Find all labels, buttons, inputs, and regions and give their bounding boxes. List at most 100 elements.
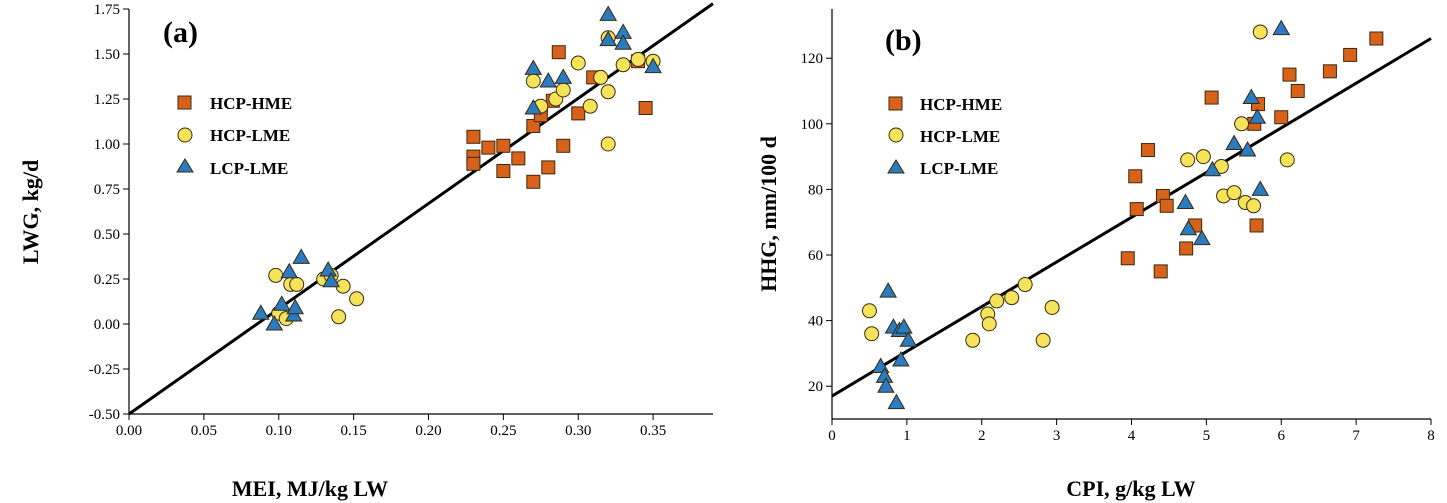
- panel-a-x-tick-label: 0.20: [415, 423, 441, 439]
- panel-a-x-tick-label: 0.15: [340, 423, 366, 439]
- panel-b-point-hcp-lme: [1180, 152, 1196, 168]
- panel-b-point-hcp-hme: [1140, 143, 1155, 158]
- panel-b-point-hcp-lme: [965, 332, 981, 348]
- panel-b-point-lcp-lme: [1225, 134, 1243, 150]
- panel-b-x-tick-label: 0: [828, 428, 836, 444]
- panel-b-point-lcp-lme: [1238, 141, 1257, 157]
- panel-b-point-lcp-lme: [1248, 108, 1267, 124]
- panel-a-point-hcp-lme: [268, 267, 284, 283]
- panel-b-point-hcp-lme: [861, 303, 877, 319]
- panel-a-point-hcp-hme: [481, 140, 496, 155]
- panel-a-point-lcp-lme: [322, 271, 341, 288]
- panel-a-point-lcp-lme: [272, 295, 291, 311]
- panel-a-point-lcp-lme: [280, 262, 299, 279]
- panel-a-point-lcp-lme: [319, 260, 338, 277]
- panel-b-legend-label-lcp-lme: LCP-LME: [920, 159, 998, 178]
- panel-b-y-tick-label: 120: [801, 51, 824, 67]
- panel-a-y-tick-label: 1.00: [94, 137, 120, 153]
- panel-a-y-tick-label: 1.75: [94, 2, 120, 18]
- panel-a-point-hcp-lme: [600, 136, 616, 152]
- panel-a-point-hcp-lme: [331, 309, 347, 325]
- panel-a-point-lcp-lme: [644, 57, 662, 74]
- panel-b-legend-circle-icon: [888, 127, 904, 143]
- panel-a-y-tick-label: -0.25: [89, 362, 120, 378]
- panel-a-point-hcp-hme: [511, 151, 526, 166]
- panel-a-point-lcp-lme: [524, 59, 543, 75]
- panel-b-y-axis-title: HHG, mm/100 d: [756, 136, 781, 292]
- panel-b-point-hcp-lme: [1044, 299, 1060, 315]
- panel-a-label: (a): [163, 16, 198, 49]
- panel-a-y-tick-label: 0.00: [94, 317, 120, 333]
- panel-b-legend-label-hcp-lme: HCP-LME: [920, 127, 1000, 146]
- panel-a-point-lcp-lme: [286, 298, 305, 315]
- panel-b-x-tick-label: 6: [1278, 428, 1286, 444]
- panel-b-point-hcp-lme: [1279, 152, 1295, 168]
- panel-a-point-hcp-hme: [526, 174, 541, 189]
- panel-b-point-lcp-lme: [1193, 229, 1211, 246]
- panel-a-point-hcp-hme: [496, 138, 511, 153]
- panel-a-y-tick-label: 0.75: [94, 182, 120, 198]
- panel-a-legend-label-hcp-lme: HCP-LME: [210, 126, 290, 145]
- panel-a-point-lcp-lme: [265, 314, 284, 331]
- panel-a-legend-circle-icon: [177, 127, 193, 143]
- panel-b-y-tick-label: 80: [808, 182, 823, 198]
- panel-a-point-lcp-lme: [554, 68, 573, 84]
- panel-a-x-tick-label: 0.05: [191, 423, 217, 439]
- panel-a-point-lcp-lme: [292, 248, 311, 264]
- panel-b-point-hcp-hme: [1129, 202, 1144, 217]
- panel-b-x-axis-title: CPI, g/kg LW: [1066, 476, 1195, 501]
- panel-a-x-axis-title: MEI, MJ/kg LW: [232, 476, 388, 501]
- panel-b-point-lcp-lme: [871, 357, 890, 374]
- panel-b-point-hcp-hme: [1369, 31, 1384, 46]
- panel-b-point-lcp-lme: [887, 393, 906, 410]
- panel-b-point-hcp-hme: [1249, 218, 1264, 233]
- panel-a-x-tick-label: 0.00: [116, 423, 142, 439]
- panel-a-x-tick-label: 0.30: [565, 423, 591, 439]
- panel-a-point-hcp-lme: [615, 57, 631, 73]
- panel-b-point-hcp-hme: [1153, 264, 1168, 279]
- panel-a-y-tick-label: 1.50: [94, 47, 120, 63]
- panel-a-y-tick-label: 1.25: [94, 92, 120, 108]
- panel-b-x-tick-label: 3: [1053, 428, 1061, 444]
- panel-b-point-hcp-lme: [1035, 332, 1051, 348]
- panel-a-y-tick-label: 0.25: [94, 272, 120, 288]
- panel-b-point-hcp-lme: [1195, 149, 1211, 165]
- panel-b-legend-square-icon: [888, 96, 903, 111]
- panel-b-point-hcp-hme: [1343, 47, 1358, 62]
- panel-a-point-hcp-lme: [570, 55, 586, 71]
- panel-b-point-hcp-hme: [1274, 110, 1289, 125]
- panel-a-point-hcp-hme: [496, 164, 511, 178]
- panel-a-point-hcp-hme: [466, 156, 481, 171]
- panel-a-point-lcp-lme: [599, 30, 618, 47]
- panel-a-point-lcp-lme: [599, 5, 618, 21]
- panel-a-point-lcp-lme: [251, 304, 270, 320]
- panel-a-x-tick-label: 0.10: [266, 423, 292, 439]
- panel-a-regression-line: [128, 2, 714, 416]
- panel-a-point-hcp-lme: [525, 73, 541, 89]
- panel-b-point-hcp-lme: [989, 293, 1005, 309]
- panel-b-point-lcp-lme: [1251, 180, 1270, 196]
- panel-b-point-hcp-hme: [1290, 84, 1305, 98]
- panel-b-point-hcp-hme: [1159, 198, 1174, 213]
- panel-b-point-hcp-lme: [1004, 290, 1020, 306]
- panel-b-point-lcp-lme: [1203, 160, 1222, 177]
- panel-b-regression-line: [831, 37, 1432, 398]
- panel-b-x-tick-label: 4: [1128, 428, 1136, 444]
- panel-b-scatter-plot: 0 1 2 3 4 5 6 7 8 20 40 60 80 100 120 (b) CPI, g/kg LW…: [756, 9, 1435, 501]
- panel-b-y-tick-label: 20: [808, 379, 823, 395]
- panel-b-point-lcp-lme: [1272, 19, 1291, 36]
- panel-a-point-hcp-lme: [630, 51, 646, 67]
- panel-b-x-tick-label: 7: [1352, 428, 1360, 444]
- panel-b-point-lcp-lme: [1176, 193, 1195, 210]
- panel-a-point-hcp-hme: [466, 129, 481, 144]
- panel-a-point-hcp-lme: [593, 69, 609, 85]
- panel-b-point-hcp-hme: [1128, 169, 1143, 184]
- panel-b-legend: HCP-HME HCP-LME LCP-LME: [887, 95, 1002, 178]
- panel-a-scatter-plot: 0.00 0.05 0.10 0.15 0.20 0.25 0.30 0.35 -0.50 -0.…: [18, 2, 714, 501]
- panel-b-x-tick-label: 8: [1427, 428, 1435, 444]
- panel-a-point-hcp-hme: [571, 106, 586, 121]
- panel-b-point-hcp-hme: [1179, 241, 1194, 256]
- panel-b-point-lcp-lme: [879, 282, 898, 298]
- panel-a-point-hcp-hme: [541, 160, 556, 175]
